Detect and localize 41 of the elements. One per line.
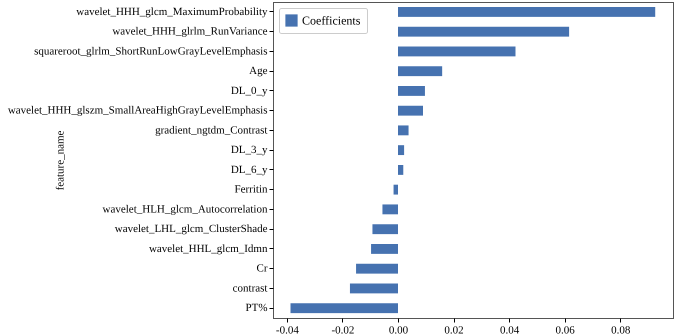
y-tick-label: Cr	[256, 262, 268, 275]
bar	[398, 145, 404, 156]
y-tick-label: wavelet_HHH_glszm_SmallAreaHighGrayLevelEmphasis	[8, 104, 268, 117]
y-tick-label: wavelet_HHL_glcm_Idmn	[148, 242, 268, 255]
y-axis-title: feature_name	[54, 130, 66, 190]
bar	[356, 264, 398, 274]
bar	[382, 204, 398, 214]
x-tick-label: 0.00	[388, 324, 409, 334]
bar	[398, 106, 423, 116]
bar	[350, 283, 398, 294]
y-tick-label: PT%	[246, 302, 268, 314]
bar	[394, 184, 398, 195]
y-tick-label: gradient_ngtdm_Contrast	[155, 124, 268, 136]
y-tick-label: DL_3_y	[230, 144, 268, 156]
x-tick-label: 0.02	[444, 324, 464, 334]
bar	[398, 26, 570, 37]
bar	[398, 164, 404, 175]
y-tick-label: contrast	[232, 282, 268, 294]
x-tick-label: -0.04	[276, 324, 300, 334]
y-tick-label: wavelet_LHL_glcm_ClusterShade	[114, 223, 268, 236]
bar	[398, 6, 656, 17]
y-tick-label: squareroot_glrlm_ShortRunLowGrayLevelEmphasis	[34, 45, 268, 58]
y-tick-label: wavelet_HHH_glcm_MaximumProbability	[76, 6, 268, 18]
x-tick-label: -0.02	[331, 324, 354, 334]
x-tick-label: 0.04	[500, 324, 520, 334]
bar	[290, 303, 398, 314]
x-tick-label: 0.06	[556, 324, 576, 334]
bar	[371, 244, 398, 254]
bar	[372, 224, 398, 234]
bar	[398, 66, 442, 76]
y-tick-label: wavelet_HHH_glrlm_RunVariance	[112, 26, 268, 38]
y-tick-label: Ferritin	[234, 184, 268, 196]
bar	[398, 125, 409, 136]
y-tick-label: Age	[249, 65, 268, 78]
legend-label: Coefficients	[302, 14, 361, 28]
bar	[398, 46, 516, 56]
y-tick-label: wavelet_HLH_glcm_Autocorrelation	[102, 203, 268, 216]
x-tick-label: 0.08	[611, 324, 631, 334]
y-tick-label: DL_0_y	[230, 84, 268, 97]
y-tick-label: DL_6_y	[230, 164, 268, 176]
bar	[398, 86, 425, 96]
